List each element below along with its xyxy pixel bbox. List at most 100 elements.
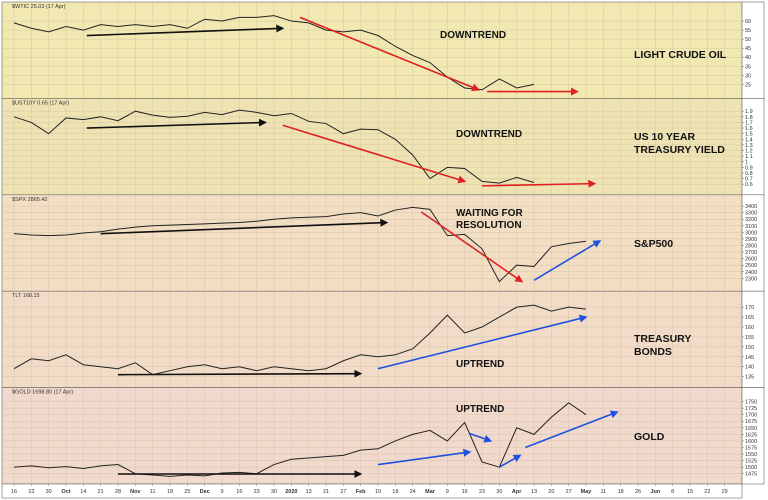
panel-label: BONDS	[634, 346, 672, 358]
trend-annotation: UPTREND	[456, 359, 504, 370]
trend-arrow-1	[86, 24, 285, 37]
price-line	[13, 109, 535, 184]
y-tick-label: 1750	[745, 400, 757, 406]
trend-arrow-2	[420, 211, 524, 283]
x-tick-label: 2020	[285, 489, 297, 495]
x-tick-label: 9	[446, 489, 449, 495]
price-line	[13, 402, 587, 477]
y-tick-label: 25	[745, 82, 751, 88]
panel-label: US 10 YEAR	[634, 131, 695, 143]
trend-arrow-1	[117, 369, 363, 378]
trend-annotation: RESOLUTION	[456, 220, 522, 231]
x-axis-band	[1, 483, 743, 499]
panel-background	[1, 98, 743, 196]
x-tick-label: 15	[687, 489, 693, 495]
y-tick-label: 3000	[745, 230, 757, 236]
y-tick-label: 170	[745, 305, 754, 311]
y-tick-label: 1725	[745, 406, 757, 412]
y-tick-label: 35	[745, 64, 751, 70]
y-tick-label: 1.9	[745, 109, 753, 115]
trend-annotation: WAITING FOR	[456, 208, 523, 219]
panel-background	[1, 387, 743, 485]
y-tick-label: 55	[745, 28, 751, 34]
x-tick-label: Nov	[130, 489, 141, 495]
y-tick-label: 2900	[745, 237, 757, 243]
y-tick-label: 1	[745, 160, 748, 166]
x-tick-label: 25	[184, 489, 190, 495]
y-tick-label: 50	[745, 37, 751, 43]
x-tick-label: 18	[392, 489, 398, 495]
x-axis: 16 23 30 Oct 14 21 28 Nov 11 18 25 Dec 9 16 23 30 2020 13…	[1, 483, 743, 499]
trend-arrow-2	[282, 124, 467, 184]
panel-title: $SPX 2865.42	[12, 197, 47, 203]
panel-background	[1, 194, 743, 292]
x-tick-label: 11	[150, 489, 156, 495]
y-tick-label: 40	[745, 55, 751, 61]
y-tick-label: 1.5	[745, 132, 753, 138]
panel-title: $GOLD 1698.80 (17 Apr)	[12, 390, 73, 396]
y-tick-label: 160	[745, 325, 754, 331]
y-tick-label: 0.8	[745, 171, 753, 177]
panel-title: $WTIC 25.03 (17 Apr)	[12, 4, 66, 10]
x-tick-label: 24	[410, 489, 416, 495]
trend-annotation: UPTREND	[456, 404, 504, 415]
y-tick-label: 1.8	[745, 115, 753, 121]
x-tick-label: 20	[548, 489, 554, 495]
x-tick-label: Jun	[650, 489, 660, 495]
trend-annotation: DOWNTREND	[456, 129, 522, 140]
x-tick-label: 10	[375, 489, 381, 495]
y-tick-label: 2500	[745, 263, 757, 269]
x-tick-label: Dec	[200, 489, 210, 495]
x-tick-label: May	[581, 489, 593, 495]
panel-label: TREASURY	[634, 333, 691, 345]
y-tick-label: 1600	[745, 439, 757, 445]
trend-arrow-3	[481, 179, 597, 188]
x-tick-label: 21	[98, 489, 104, 495]
x-tick-label: 28	[115, 489, 121, 495]
price-line	[13, 206, 587, 283]
x-tick-label: 14	[80, 489, 86, 495]
trend-arrow-2	[377, 448, 472, 466]
y-tick-label: 2300	[745, 276, 757, 282]
trend-arrow-1	[86, 118, 267, 129]
x-tick-label: 26	[635, 489, 641, 495]
y-tick-label: 3200	[745, 217, 757, 223]
x-tick-label: 27	[566, 489, 572, 495]
x-tick-label: 30	[46, 489, 52, 495]
chart-panel-5: 1475150015251550157516001625165016751700…	[1, 387, 765, 485]
y-tick-label: 2700	[745, 250, 757, 256]
panel-title: $UST10Y 0.65 (17 Apr)	[12, 100, 69, 106]
y-tick-label: 165	[745, 315, 754, 321]
y-tick-label: 1.1	[745, 154, 753, 160]
x-tick-label: 30	[496, 489, 502, 495]
y-tick-label: 3300	[745, 211, 757, 217]
x-tick-label: 23	[479, 489, 485, 495]
y-tick-label: 1.3	[745, 143, 753, 149]
y-tick-label: 2800	[745, 244, 757, 250]
price-line	[13, 304, 587, 376]
y-tick-label: 2400	[745, 270, 757, 276]
y-tick-label: 1.4	[745, 137, 753, 143]
y-tick-label: 0.7	[745, 177, 753, 183]
trend-annotation: DOWNTREND	[440, 30, 506, 41]
trend-arrow-4	[498, 454, 522, 468]
y-tick-label: 45	[745, 46, 751, 52]
y-tick-label: 3100	[745, 224, 757, 230]
x-tick-label: 16	[236, 489, 242, 495]
y-tick-label: 1.2	[745, 149, 753, 155]
x-tick-label: 22	[704, 489, 710, 495]
y-tick-label: 0.6	[745, 182, 753, 188]
y-tick-label: 60	[745, 19, 751, 25]
y-tick-label: 150	[745, 345, 754, 351]
y-tick-label: 1.7	[745, 120, 753, 126]
trend-arrow-2	[299, 16, 481, 92]
x-tick-label: 13	[531, 489, 537, 495]
panel-background	[1, 1, 743, 99]
x-tick-label: 21	[323, 489, 329, 495]
y-tick-label: 1675	[745, 419, 757, 425]
y-tick-label: 155	[745, 335, 754, 341]
panel-label: LIGHT CRUDE OIL	[634, 49, 727, 61]
trend-arrow-3	[469, 432, 493, 443]
